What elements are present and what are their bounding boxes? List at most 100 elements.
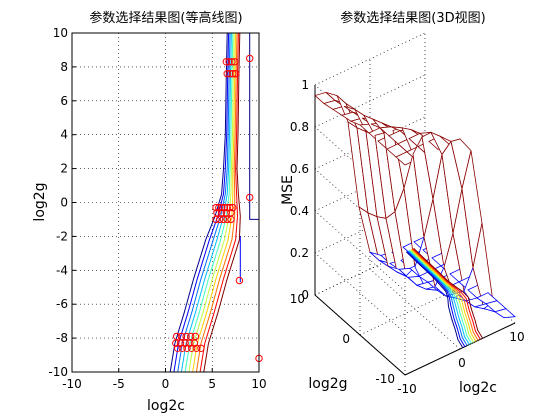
contour-x-tick-label: 5: [208, 377, 216, 391]
contour-y-tick-label: 0: [60, 196, 68, 210]
contour-y-label: log2g: [32, 182, 48, 221]
parameter-marker: [192, 344, 201, 352]
surface-y-tick-label: 0: [342, 332, 350, 346]
contour-y-tick-label: -10: [48, 365, 68, 379]
parameter-marker: [187, 332, 195, 341]
parameter-marker: [174, 344, 182, 352]
contour-y-ticks: -10 -8 -6 -4 -2 0 2 4 6 8 10: [48, 26, 76, 379]
surface-title: 参数选择结果图(3D视图): [340, 10, 485, 26]
surface-floor-contours: [405, 247, 484, 348]
parameter-marker: [229, 203, 237, 212]
contour-line: [188, 32, 235, 373]
contour-y-tick-label: -6: [56, 297, 68, 311]
parameter-marker: [212, 203, 220, 212]
contour-extra-lines: [239, 33, 259, 283]
contour-line: [199, 32, 239, 373]
contour-y-tick-label: -4: [56, 263, 68, 277]
surface-mesh: [314, 91, 516, 319]
surface-grid-line: [314, 32, 426, 86]
contour-y-tick-label: 6: [60, 94, 68, 108]
parameter-markers: [172, 54, 263, 363]
surface-z-tick-label: 0: [301, 288, 309, 302]
contour-grid: [72, 33, 259, 372]
surface-cell: [494, 308, 516, 319]
parameter-marker: [172, 339, 180, 347]
parameter-marker: [212, 215, 220, 224]
surface-floor-contour: [409, 249, 473, 344]
contour-x-tick-label: -10: [62, 377, 82, 391]
surface-x-tick-label: 0: [458, 356, 466, 370]
parameter-marker: [246, 193, 254, 202]
surface-z-tick-label: 0.4: [290, 204, 309, 218]
contour-y-tick-label: 8: [60, 60, 68, 74]
surface-grid-line: [314, 252, 406, 334]
parameter-marker: [173, 332, 181, 341]
contour-title: 参数选择结果图(等高线图): [89, 10, 242, 26]
parameter-marker: [223, 70, 231, 78]
surface-x-label: log2c: [459, 380, 497, 396]
parameter-marker: [246, 54, 254, 63]
surface-x-tick-label: 10: [509, 330, 524, 344]
parameter-marker: [231, 70, 240, 78]
surface-z-tick-label: 0.6: [290, 162, 309, 176]
contour-y-tick-label: -8: [56, 331, 68, 345]
parameter-marker: [177, 332, 186, 341]
surface-floor-contour: [410, 249, 475, 343]
parameter-marker: [217, 203, 226, 212]
surface-floor-contour: [407, 250, 468, 346]
parameter-marker: [228, 58, 236, 66]
surface-z-ticks: 0 0.2 0.4 0.6 0.8 1: [290, 78, 309, 302]
contour-x-tick-label: -5: [113, 377, 125, 391]
surface-grid-line: [314, 242, 426, 296]
parameter-marker: [226, 70, 234, 78]
parameter-marker: [223, 215, 231, 224]
parameter-marker: [227, 215, 235, 224]
surface-x-tick-label: -10: [397, 382, 417, 396]
surface-floor-contour: [406, 251, 466, 347]
contour-y-tick-label: 2: [60, 162, 68, 176]
contour-line: [203, 32, 241, 373]
parameter-marker: [183, 344, 191, 352]
parameter-marker: [178, 344, 187, 352]
contour-y-tick-label: -2: [56, 229, 68, 243]
surface-z-tick-label: 1: [301, 78, 309, 92]
surface-floor-contour: [412, 248, 481, 340]
surface-x-axis: [404, 322, 516, 376]
surface-grid-line: [359, 282, 471, 336]
parameter-marker: [226, 203, 234, 212]
parameter-marker: [216, 215, 224, 224]
parameter-marker: [191, 332, 200, 341]
contour-y-tick-label: 10: [53, 26, 68, 40]
parameter-marker: [217, 209, 226, 217]
surface-y-tick-label: 10: [290, 292, 305, 306]
contour-x-tick-label: 0: [162, 377, 170, 391]
parameter-marker: [182, 332, 190, 341]
surface-floor-contour: [413, 247, 484, 339]
parameter-marker: [197, 344, 205, 352]
surface-z-tick-label: 0.2: [290, 246, 309, 260]
parameter-marker: [229, 70, 237, 78]
parameter-marker: [222, 58, 231, 66]
parameter-marker: [223, 203, 231, 212]
contour-plot: 参数选择结果图(等高线图) -10 -5 0 5 10 -10 -8 -6 -4 -2 0 2 4 6 8…: [32, 10, 267, 414]
parameter-marker: [219, 215, 228, 224]
surface-floor-contour: [408, 250, 470, 345]
contour-x-label: log2c: [147, 398, 185, 414]
contour-line: [195, 32, 238, 373]
contour-x-ticks: -10 -5 0 5 10: [62, 368, 267, 391]
surface-y-axis: [314, 294, 406, 376]
surface-y-ticks: -10 0 10: [290, 292, 395, 386]
surface-floor-contour: [411, 248, 479, 341]
surface-y-tick-label: -10: [375, 372, 395, 386]
surface-x-ticks: -10 0 10: [397, 330, 524, 396]
surface-floor-contour: [410, 249, 477, 342]
parameter-marker: [225, 58, 233, 66]
contour-y-tick-label: 4: [60, 128, 68, 142]
parameter-marker: [235, 276, 244, 285]
surface-z-tick-label: 0.8: [290, 120, 309, 134]
parameter-marker: [188, 344, 196, 352]
contour-x-tick-label: 10: [251, 377, 266, 391]
parameter-marker: [231, 58, 239, 66]
